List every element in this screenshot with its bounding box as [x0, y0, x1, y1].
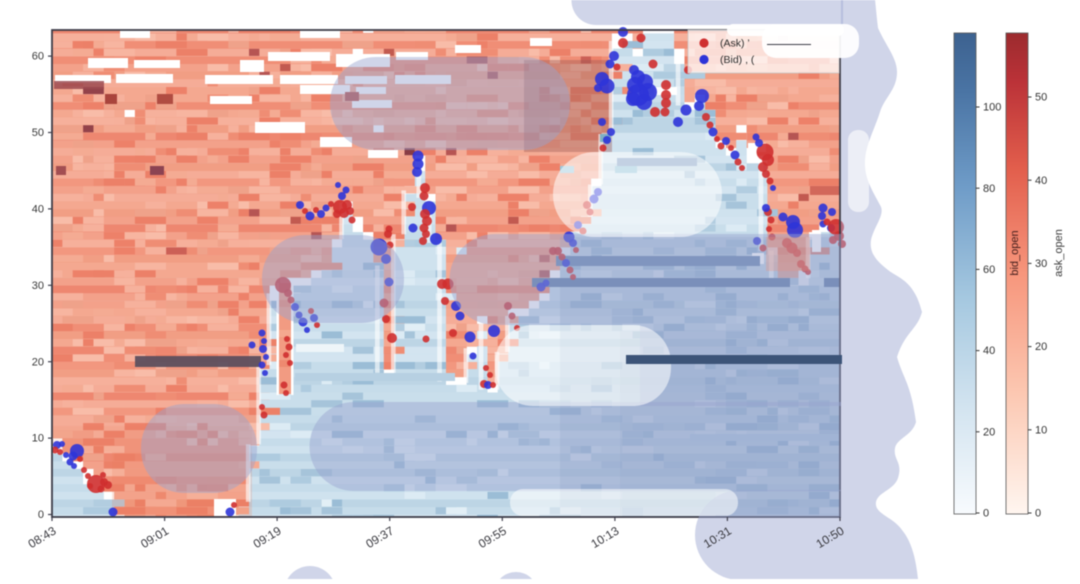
- svg-text:30: 30: [1035, 258, 1047, 270]
- svg-text:0: 0: [1035, 508, 1041, 520]
- svg-text:ask_open: ask_open: [1053, 229, 1065, 277]
- svg-text:20: 20: [32, 356, 44, 368]
- svg-text:(Ask) ’: (Ask) ’: [720, 38, 750, 50]
- svg-text:0: 0: [983, 508, 989, 520]
- svg-text:0: 0: [38, 509, 44, 521]
- svg-text:60: 60: [32, 51, 44, 63]
- svg-text:bid_open: bid_open: [1009, 230, 1021, 275]
- svg-text:80: 80: [983, 183, 995, 195]
- svg-text:50: 50: [1035, 92, 1047, 104]
- svg-text:20: 20: [983, 426, 995, 438]
- svg-text:20: 20: [1035, 341, 1047, 353]
- svg-text:40: 40: [1035, 175, 1047, 187]
- svg-text:30: 30: [32, 280, 44, 292]
- svg-text:60: 60: [983, 264, 995, 276]
- svg-text:40: 40: [32, 204, 44, 216]
- svg-text:10: 10: [1035, 424, 1047, 436]
- svg-text:(Bid) , (: (Bid) , (: [720, 54, 755, 66]
- svg-text:10: 10: [32, 433, 44, 445]
- svg-text:40: 40: [983, 345, 995, 357]
- svg-text:50: 50: [32, 127, 44, 139]
- svg-text:100: 100: [983, 102, 1001, 114]
